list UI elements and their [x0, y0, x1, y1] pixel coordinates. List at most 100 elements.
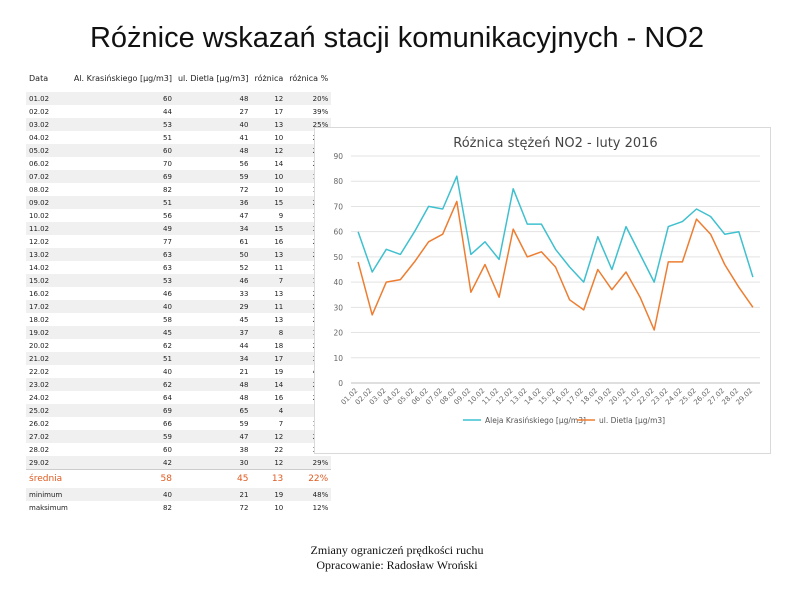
cell-diff: 15	[251, 196, 287, 209]
cell-dietla: 61	[174, 235, 252, 248]
cell-diff: 10	[251, 501, 287, 514]
table-row: 03.02 53 40 13 25%	[26, 118, 332, 131]
data-table: Data Al. Krasińskiego [μg/m3] ul. Dietla…	[26, 66, 332, 514]
cell-date: 07.02	[26, 170, 71, 183]
series-line-1	[357, 175, 754, 283]
cell-date: 01.02	[26, 92, 71, 105]
table-row: 22.0240211948%	[26, 365, 332, 378]
cell-diff: 13	[251, 248, 287, 261]
cell-date: 02.02	[26, 105, 71, 118]
cell-dietla: 45	[174, 313, 252, 326]
cell-krasinskiego: 58	[70, 313, 175, 326]
table-row: 07.0269591014%	[26, 170, 332, 183]
cell-diff: 13	[251, 469, 287, 488]
cell-diff: 15	[251, 222, 287, 235]
cell-dietla: 65	[174, 404, 252, 417]
cell-date: minimum	[26, 488, 71, 501]
cell-dietla: 36	[174, 196, 252, 209]
chart-title: Różnica stężeń NO2 - luty 2016	[453, 136, 657, 151]
header-diff: różnica	[254, 74, 284, 83]
cell-date: 22.02	[26, 365, 71, 378]
cell-diff: 7	[251, 417, 287, 430]
cell-dietla: 72	[174, 501, 252, 514]
average-row: średnia 58 45 13 22%	[26, 469, 332, 488]
cell-date: 14.02	[26, 261, 71, 274]
cell-krasinskiego: 53	[70, 274, 175, 287]
cell-date: 29.02	[26, 456, 71, 470]
cell-diff: 13	[251, 118, 287, 131]
header-dietla: ul. Dietla [μg/m3]	[177, 74, 249, 83]
cell-krasinskiego: 70	[70, 157, 175, 170]
table-row: 12.0277611621%	[26, 235, 332, 248]
cell-dietla: 72	[174, 183, 252, 196]
cell-krasinskiego: 66	[70, 417, 175, 430]
cell-dietla: 48	[174, 378, 252, 391]
cell-dietla: 34	[174, 222, 252, 235]
cell-krasinskiego: 77	[70, 235, 175, 248]
cell-krasinskiego: 49	[70, 222, 175, 235]
cell-krasinskiego: 44	[70, 105, 175, 118]
cell-diff: 11	[251, 300, 287, 313]
cell-date: 06.02	[26, 157, 71, 170]
cell-date: średnia	[26, 469, 71, 488]
cell-dietla: 46	[174, 274, 252, 287]
cell-diff: 16	[251, 391, 287, 404]
cell-dietla: 50	[174, 248, 252, 261]
cell-date: 04.02	[26, 131, 71, 144]
cell-date: 26.02	[26, 417, 71, 430]
cell-krasinskiego: 40	[70, 365, 175, 378]
table-row: 23.0262481423%	[26, 378, 332, 391]
table-row: 26.026659711%	[26, 417, 332, 430]
legend-label: Aleja Krasińskiego [μg/m3]	[485, 416, 586, 425]
cell-dietla: 56	[174, 157, 252, 170]
cell-diff: 8	[251, 326, 287, 339]
cell-date: 16.02	[26, 287, 71, 300]
cell-date: 08.02	[26, 183, 71, 196]
cell-diff: 11	[251, 261, 287, 274]
cell-dietla: 59	[174, 417, 252, 430]
table-row: 09.0251361529%	[26, 196, 332, 209]
cell-diff: 10	[251, 183, 287, 196]
cell-krasinskiego: 63	[70, 248, 175, 261]
cell-diff: 16	[251, 235, 287, 248]
table-row: 21.0251341733%	[26, 352, 332, 365]
y-tick-label: 60	[333, 228, 343, 237]
cell-dietla: 33	[174, 287, 252, 300]
cell-krasinskiego: 46	[70, 287, 175, 300]
cell-diff: 4	[251, 404, 287, 417]
table-row: 16.0246331328%	[26, 287, 332, 300]
table-row: 27.0259471220%	[26, 430, 332, 443]
footer: Zmiany ograniczeń prędkości ruchu Opraco…	[0, 543, 794, 573]
cell-diff: 7	[251, 274, 287, 287]
cell-krasinskiego: 69	[70, 170, 175, 183]
cell-date: 18.02	[26, 313, 71, 326]
y-tick-label: 0	[338, 379, 343, 388]
y-tick-label: 30	[333, 303, 343, 312]
cell-diff: 17	[251, 105, 287, 118]
cell-diff: 19	[251, 488, 287, 501]
header-krasinskiego: Al. Krasińskiego [μg/m3]	[73, 74, 172, 83]
cell-dietla: 48	[174, 391, 252, 404]
cell-date: 27.02	[26, 430, 71, 443]
table-row: 29.02 42 30 12 29%	[26, 456, 332, 470]
maximum-row: maksimum 82 72 10 12%	[26, 501, 332, 514]
table-row: 08.0282721012%	[26, 183, 332, 196]
cell-dietla: 48	[174, 92, 252, 105]
cell-krasinskiego: 82	[70, 183, 175, 196]
y-tick-label: 20	[333, 329, 343, 338]
table-row: 19.024537818%	[26, 326, 332, 339]
cell-krasinskiego: 62	[70, 378, 175, 391]
line-chart: Różnica stężeń NO2 - luty 2016 0 10 20 30 40 5…	[333, 136, 760, 425]
cell-diff: 10	[251, 131, 287, 144]
cell-dietla: 45	[174, 469, 252, 488]
table-row: 11.0249341531%	[26, 222, 332, 235]
cell-date: 28.02	[26, 443, 71, 456]
cell-date: 11.02	[26, 222, 71, 235]
cell-diff: 12	[251, 456, 287, 470]
table-row: 25.02696546%	[26, 404, 332, 417]
table-body: 01.02 60 48 12 20% 02.02 44 27 17 39% 03.02 53 40 13 2…	[26, 92, 332, 514]
header-diff-percent: różnica %	[289, 74, 329, 83]
cell-date: maksimum	[26, 501, 71, 514]
cell-diff-percent: 22%	[286, 469, 332, 488]
